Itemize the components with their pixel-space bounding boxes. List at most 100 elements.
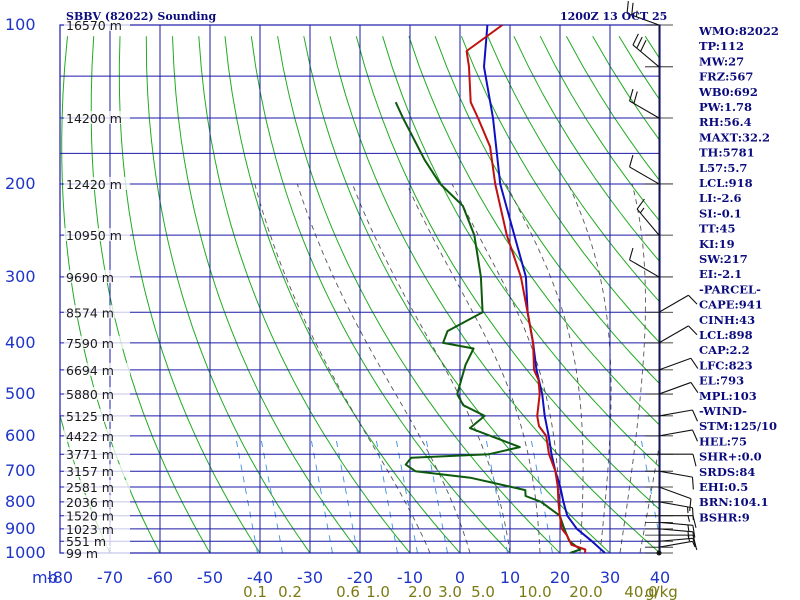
wind-barb-flag — [636, 198, 645, 210]
wind-barb-flag — [629, 88, 634, 102]
pressure-tick-label: 500 — [5, 384, 36, 403]
pressure-tick-label: 100 — [5, 15, 36, 34]
wind-barb-half — [687, 524, 690, 532]
wind-barb-shaft — [658, 429, 693, 437]
wind-barb-shaft — [629, 259, 660, 278]
dry-adiabat — [118, 36, 261, 553]
height-label: 3157 m — [66, 464, 114, 479]
wind-barb-half — [639, 207, 645, 214]
moist-adiabat — [296, 183, 471, 553]
height-label-bg — [64, 269, 130, 283]
height-label: 551 m — [66, 534, 106, 549]
wind-barb-flag — [633, 91, 638, 104]
index-line: WB0:692 — [698, 85, 758, 99]
wind-barb-flag — [692, 454, 697, 467]
pressure-tick-label: 700 — [5, 461, 36, 480]
height-label-bg — [64, 335, 130, 349]
plot-frame — [59, 24, 661, 554]
index-line: CAPE:941 — [699, 298, 763, 312]
index-line: LI:-2.6 — [699, 191, 742, 205]
height-label-bg — [64, 534, 130, 548]
index-line: CINH:43 — [699, 313, 755, 327]
mixing-ratio-label: 20.0 — [569, 583, 602, 600]
moist-adiabat — [254, 183, 431, 553]
index-line: EI:-2.1 — [699, 267, 742, 281]
index-line: SW:217 — [699, 252, 748, 266]
index-line: EHI:0.5 — [699, 480, 748, 494]
wind-barb-flag — [632, 33, 639, 46]
mixing-ratio-label: 0.1 — [243, 583, 267, 600]
index-line: SRDS:84 — [699, 465, 755, 479]
index-line: EL:793 — [699, 374, 744, 388]
moist-adiabat — [406, 183, 541, 553]
temperature-tick-label: -80 — [47, 568, 73, 587]
height-label-bg — [64, 494, 130, 508]
temperature-tick-label: -70 — [97, 568, 123, 587]
mixing-ratio-label: 1.0 — [366, 583, 390, 600]
height-label: 1520 m — [66, 509, 114, 524]
height-label: 6694 m — [66, 363, 114, 378]
dry-adiabat — [592, 35, 660, 142]
wind-barb-shaft — [658, 409, 693, 417]
index-line: FRZ:567 — [699, 70, 753, 84]
height-label-bg — [64, 176, 130, 190]
wind-barb-flag — [692, 525, 696, 538]
wind-barb-flag — [691, 477, 694, 490]
dry-adiabat — [487, 35, 660, 303]
index-line: -PARCEL- — [699, 282, 761, 296]
parcel-line — [483, 25, 606, 553]
pressure-tick-label: 800 — [5, 492, 36, 511]
mixing-ratio-line — [260, 435, 283, 553]
height-label: 2036 m — [66, 495, 114, 510]
mixing-ratio-label: 40.0 — [624, 583, 657, 600]
pressure-unit-label: mb — [32, 568, 58, 587]
index-line: CAP:2.2 — [699, 343, 750, 357]
wind-barb-shaft — [658, 521, 693, 526]
wind-barb-shaft — [658, 501, 693, 509]
dry-adiabat — [145, 36, 311, 553]
mixing-ratio-line — [375, 435, 398, 553]
height-label: 5125 m — [66, 409, 114, 424]
index-line: TH:5781 — [699, 146, 755, 160]
chart-datetime: 1200Z 13 OCT 25 — [560, 10, 667, 23]
height-label: 8574 m — [66, 305, 114, 320]
height-label-bg — [64, 428, 130, 442]
mixing-ratio-unit: g/kg — [645, 583, 678, 600]
moist-adiabat — [505, 183, 584, 553]
temperature-line — [465, 25, 587, 553]
wind-barb-flag — [692, 531, 696, 545]
index-line: MW:27 — [699, 54, 744, 68]
wind-barb-shaft — [658, 294, 689, 313]
dry-adiabat — [172, 36, 361, 553]
height-label-bg — [64, 387, 130, 401]
dry-adiabat — [224, 36, 461, 553]
index-line: LCL:898 — [699, 328, 753, 342]
wind-barb-shaft — [629, 166, 660, 185]
mixing-ratio-label: 2.0 — [408, 583, 432, 600]
height-label-bg — [64, 408, 130, 422]
temperature-tick-label: -40 — [247, 568, 273, 587]
mixing-ratio-label: 10.0 — [518, 583, 551, 600]
pressure-tick-label: 900 — [5, 519, 36, 538]
wind-barb-shaft — [658, 325, 689, 344]
temperature-tick-label: -10 — [397, 568, 423, 587]
wind-barb-shaft — [629, 100, 660, 119]
dry-adiabat — [513, 35, 660, 263]
index-line: WMO:82022 — [698, 24, 779, 38]
wind-barb-flag — [636, 36, 643, 49]
mixing-ratio-line — [395, 435, 418, 553]
index-line: BSHR:9 — [699, 510, 750, 524]
height-label: 14200 m — [66, 111, 122, 126]
temperature-tick-label: -30 — [297, 568, 323, 587]
index-line: TT:45 — [699, 222, 736, 236]
wind-barb-flag — [640, 40, 647, 52]
pressure-tick-label: 200 — [5, 174, 36, 193]
wind-barb-shaft — [626, 12, 660, 26]
wind-barb-flag — [689, 498, 692, 512]
height-label-bg — [64, 546, 130, 559]
wind-barb-flag — [690, 357, 699, 369]
index-line: -WIND- — [699, 404, 747, 418]
height-label: 99 m — [66, 546, 98, 561]
